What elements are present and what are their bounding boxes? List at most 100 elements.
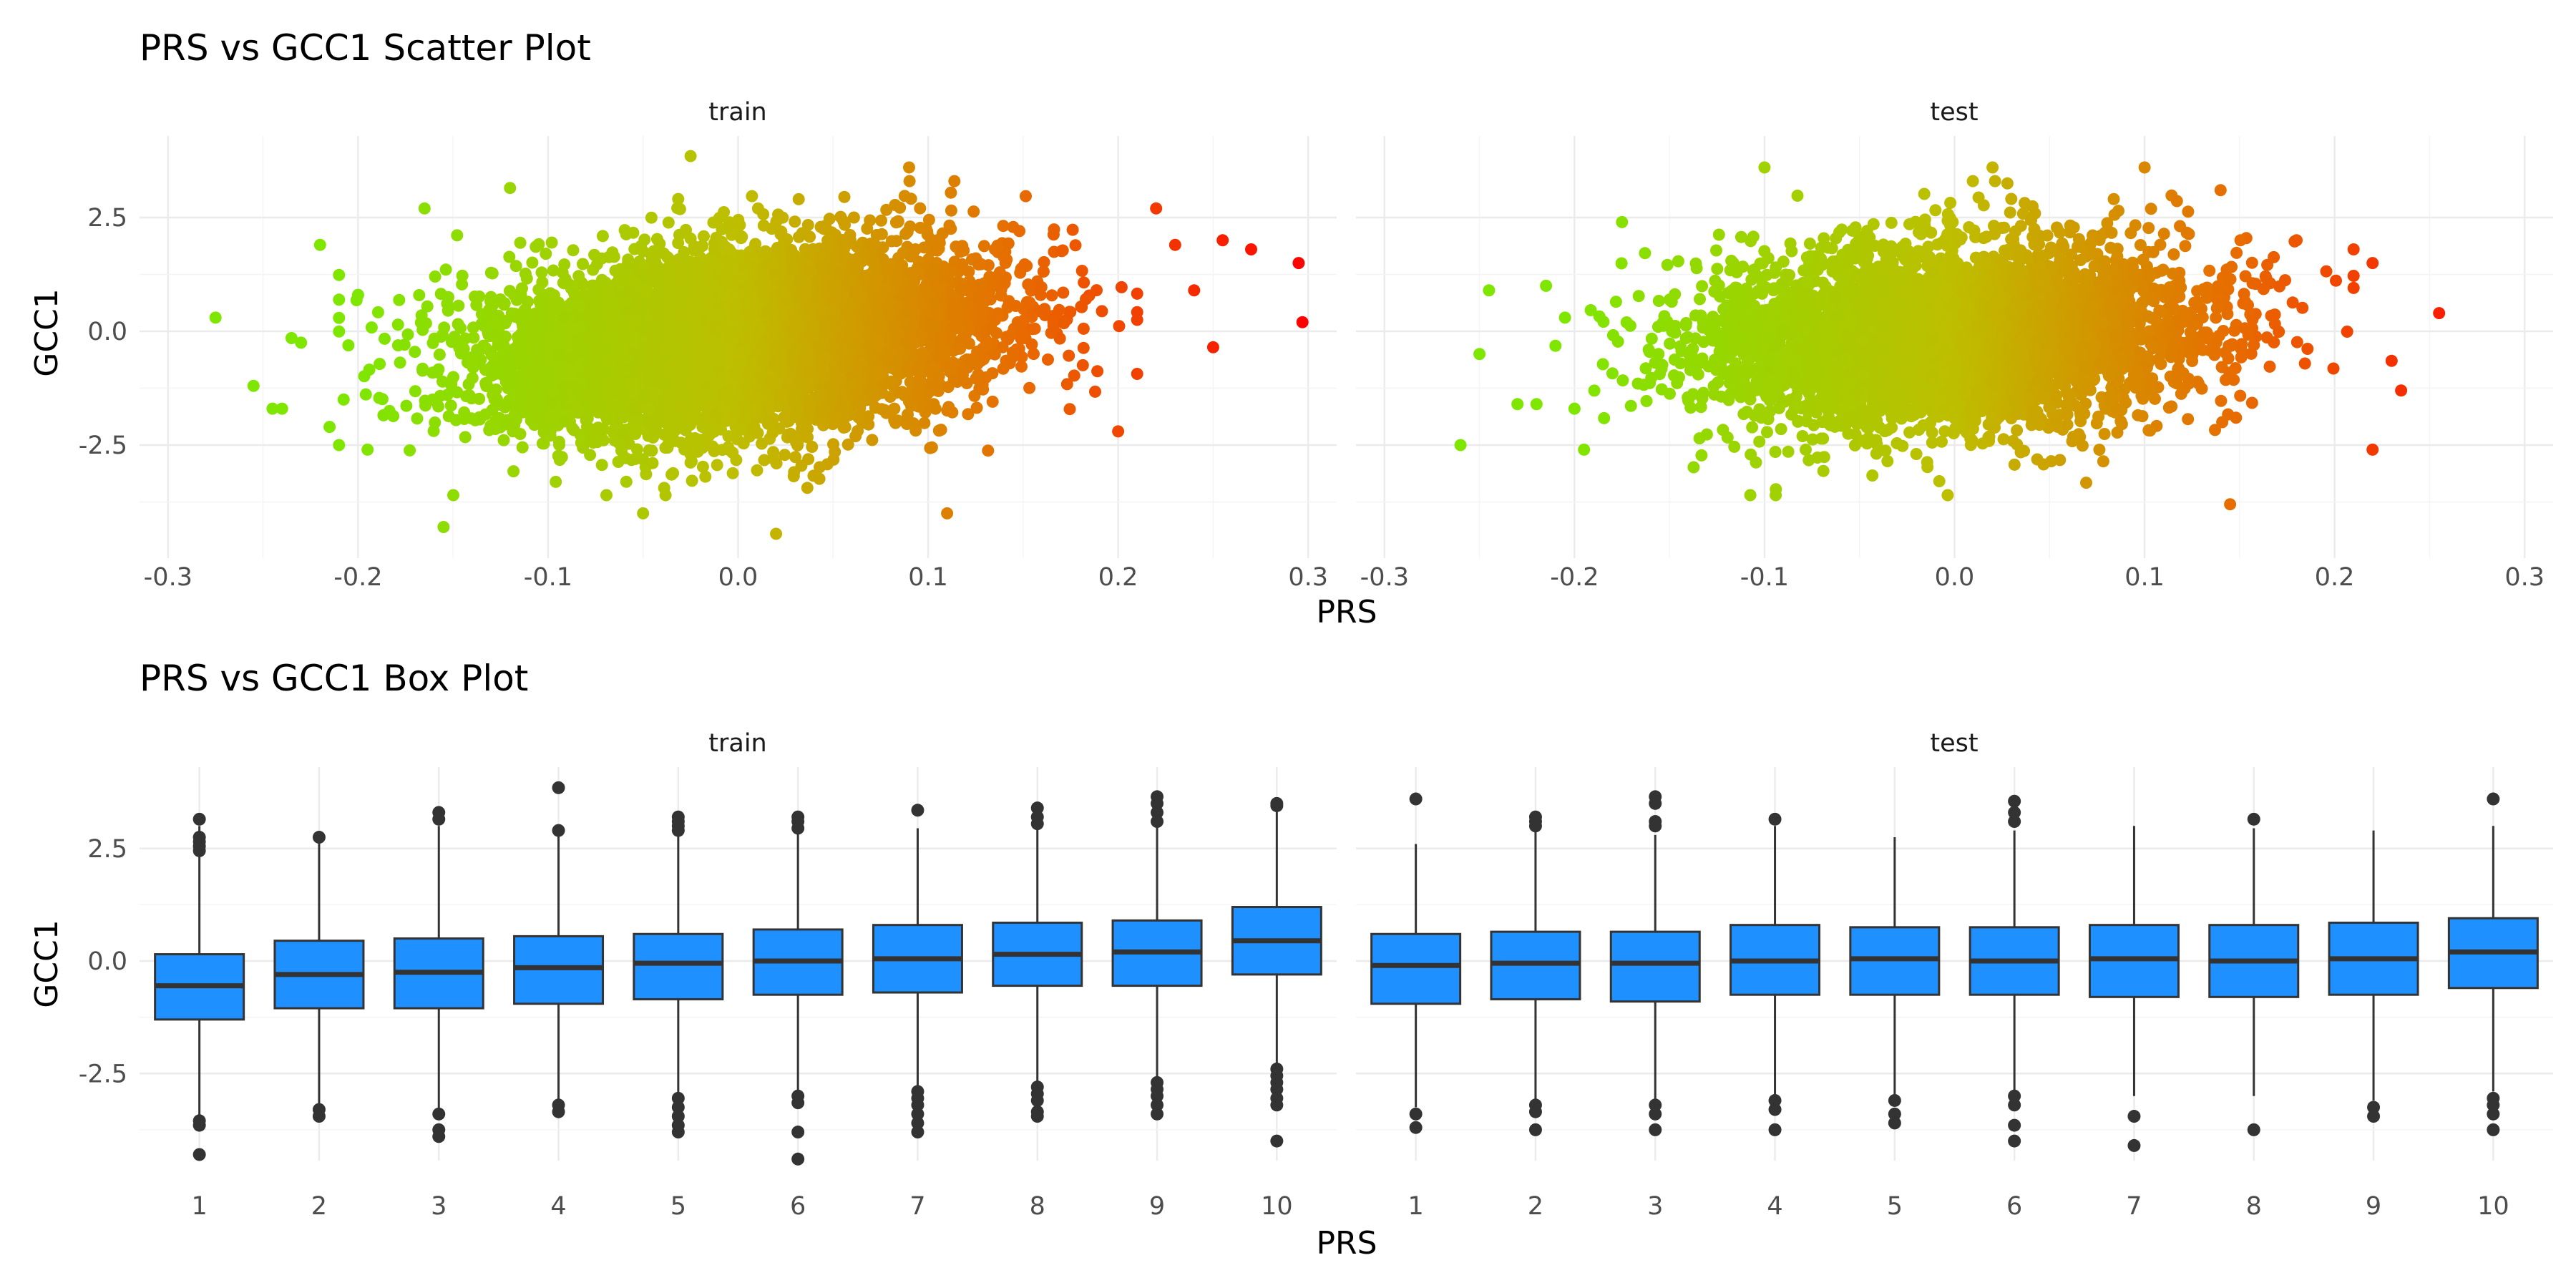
- scatter-point: [847, 211, 860, 224]
- scatter-point: [640, 468, 653, 481]
- scatter-point: [875, 228, 888, 240]
- scatter-point: [801, 219, 814, 231]
- scatter-point: [924, 441, 937, 454]
- scatter-point: [445, 376, 458, 389]
- scatter-point: [411, 412, 424, 425]
- scatter-point: [1077, 322, 1090, 335]
- scatter-point: [1045, 326, 1058, 339]
- scatter-point: [1047, 316, 1060, 328]
- scatter-point: [442, 410, 455, 423]
- scatter-point: [1002, 237, 1015, 250]
- scatter-point: [968, 389, 981, 402]
- scatter-point: [997, 220, 1010, 233]
- scatter-point: [1113, 320, 1126, 333]
- scatter-point: [864, 214, 877, 227]
- scatter-point: [1078, 276, 1091, 289]
- scatter-point: [713, 212, 726, 225]
- scatter-point: [696, 460, 709, 473]
- scatter-point: [914, 202, 927, 215]
- scatter-point: [1131, 306, 1143, 318]
- scatter-point: [1076, 358, 1089, 371]
- scatter-plot-section: PRS vs GCC1 Scatter Plot train test -0.3…: [29, 27, 2553, 630]
- scatter-point: [792, 192, 805, 205]
- scatter-point: [875, 214, 887, 227]
- scatter-point: [620, 475, 633, 488]
- scatter-point: [1066, 223, 1079, 236]
- scatter-point: [904, 192, 917, 205]
- scatter-point: [986, 395, 999, 408]
- scatter-point: [342, 339, 355, 352]
- scatter-point: [967, 205, 980, 218]
- scatter-point: [757, 208, 770, 220]
- scatter-point: [1077, 341, 1090, 354]
- scatter-point: [359, 388, 372, 401]
- scatter-point: [751, 464, 763, 477]
- scatter-point: [572, 270, 585, 283]
- scatter-point: [333, 311, 346, 324]
- scatter-point: [612, 456, 625, 468]
- scatter-train-points: [209, 150, 1309, 540]
- scatter-point: [756, 437, 769, 450]
- scatter-point: [1069, 239, 1082, 252]
- scatter-point: [746, 190, 758, 203]
- scatter-point: [646, 457, 659, 469]
- scatter-point: [1060, 378, 1073, 391]
- scatter-point: [393, 293, 406, 306]
- scatter-point: [491, 393, 503, 406]
- scatter-point: [1038, 303, 1051, 316]
- scatter-point: [484, 266, 497, 279]
- scatter-point: [1053, 332, 1066, 345]
- scatter-point: [1063, 403, 1076, 416]
- scatter-point: [814, 461, 826, 474]
- scatter-point: [884, 391, 897, 403]
- scatter-point: [1063, 349, 1075, 362]
- scatter-point: [1045, 289, 1058, 302]
- scatter-facet-label-train: train: [708, 98, 766, 127]
- scatter-point: [439, 263, 452, 276]
- scatter-point: [699, 470, 712, 483]
- scatter-point: [600, 489, 613, 502]
- scatter-point: [545, 236, 558, 249]
- scatter-point: [553, 439, 565, 452]
- scatter-point: [982, 444, 995, 457]
- scatter-point: [473, 291, 486, 303]
- scatter-point: [838, 190, 851, 203]
- scatter-point: [374, 358, 386, 371]
- scatter-point: [456, 269, 469, 282]
- scatter-point: [806, 441, 819, 453]
- scatter-point: [956, 258, 969, 270]
- scatter-point: [1096, 305, 1108, 318]
- scatter-point: [827, 453, 840, 466]
- scatter-point: [596, 230, 609, 243]
- scatter-point: [645, 211, 658, 224]
- scatter-point: [789, 215, 801, 228]
- scatter-point: [1115, 280, 1128, 293]
- scatter-point: [421, 300, 434, 313]
- scatter-point: [433, 348, 446, 361]
- scatter-point: [567, 244, 580, 257]
- scatter-point: [419, 394, 431, 407]
- scatter-point: [517, 313, 529, 326]
- scatter-point: [730, 454, 743, 467]
- scatter-plot-title: PRS vs GCC1 Scatter Plot: [140, 27, 591, 69]
- scatter-point: [736, 230, 748, 243]
- scatter-point: [1063, 306, 1075, 318]
- scatter-point: [932, 424, 945, 437]
- scatter-point: [801, 482, 814, 494]
- scatter-point: [1089, 385, 1101, 398]
- scatter-point: [409, 385, 421, 398]
- scatter-point: [1013, 225, 1026, 238]
- scatter-point: [456, 278, 469, 291]
- scatter-point: [516, 441, 529, 454]
- scatter-point: [918, 416, 931, 429]
- scatter-point: [452, 299, 465, 312]
- scatter-point: [444, 399, 457, 412]
- scatter-point: [662, 216, 675, 229]
- scatter-point: [337, 393, 350, 406]
- scatter-point: [333, 268, 346, 281]
- scatter-point: [1075, 301, 1088, 313]
- scatter-facet-label-test: test: [1930, 98, 1978, 127]
- scatter-point: [625, 454, 638, 467]
- scatter-point: [793, 230, 805, 243]
